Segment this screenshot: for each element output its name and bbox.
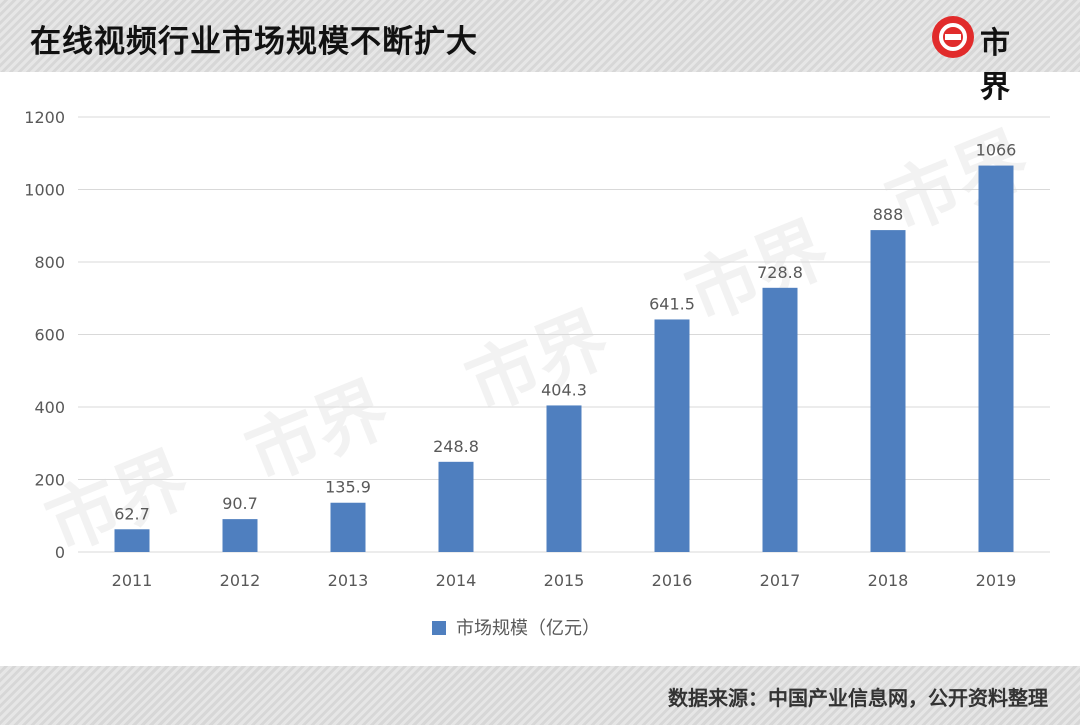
bar: [546, 405, 582, 552]
x-tick-label: 2019: [976, 571, 1017, 590]
y-tick-label: 600: [34, 326, 65, 345]
data-label: 404.3: [541, 380, 587, 399]
bar: [114, 529, 150, 552]
source-note: 数据来源：中国产业信息网，公开资料整理: [668, 686, 1048, 710]
logo-text: 市界: [980, 26, 1010, 105]
data-labels: 62.7 90.7 135.9 248.8 404.3 641.5 728.8 888 1066: [114, 141, 1016, 524]
x-tick-label: 2018: [868, 571, 909, 590]
y-tick-label: 0: [55, 543, 65, 562]
y-axis: 0 200 400 600 800 1000 1200: [24, 108, 65, 562]
legend-label: 市场规模（亿元）: [456, 618, 600, 639]
data-label: 90.7: [222, 494, 258, 513]
logo-icon: [932, 16, 974, 58]
bar: [222, 519, 258, 552]
data-label: 888: [873, 205, 904, 224]
watermark-text: 市界: [235, 366, 400, 498]
data-label: 62.7: [114, 504, 150, 523]
bar: [870, 230, 906, 552]
bar: [762, 287, 798, 552]
x-tick-label: 2017: [760, 571, 801, 590]
data-label: 248.8: [433, 437, 479, 456]
legend: 市场规模（亿元）: [432, 618, 600, 639]
bar: [978, 165, 1014, 552]
chart-area: 市界 市界 市界 市界 市界 0 200 400 600 800 1000 1200 62.7 90.…: [0, 72, 1080, 666]
bars: [114, 165, 1014, 552]
x-tick-label: 2015: [544, 571, 585, 590]
y-tick-label: 400: [34, 398, 65, 417]
y-tick-label: 200: [34, 471, 65, 490]
watermark-text: 市界: [875, 116, 1040, 248]
bar: [330, 502, 366, 552]
x-tick-label: 2013: [328, 571, 369, 590]
data-label: 728.8: [757, 263, 803, 282]
x-tick-label: 2011: [112, 571, 153, 590]
y-tick-label: 1000: [24, 181, 65, 200]
x-tick-label: 2012: [220, 571, 261, 590]
y-tick-label: 1200: [24, 108, 65, 127]
footer-bar: 数据来源：中国产业信息网，公开资料整理: [0, 666, 1080, 725]
x-tick-label: 2016: [652, 571, 693, 590]
bar: [654, 319, 690, 552]
data-label: 135.9: [325, 478, 371, 497]
x-axis: 2011 2012 2013 2014 2015 2016 2017 2018 2019: [112, 571, 1017, 590]
data-label: 1066: [976, 141, 1017, 160]
page-title: 在线视频行业市场规模不断扩大: [30, 24, 478, 60]
bar: [438, 461, 474, 552]
legend-swatch: [432, 621, 446, 635]
watermark-text: 市界: [455, 296, 620, 428]
data-label: 641.5: [649, 294, 695, 313]
y-tick-label: 800: [34, 253, 65, 272]
x-tick-label: 2014: [436, 571, 477, 590]
header-bar: 在线视频行业市场规模不断扩大 市界: [0, 0, 1080, 105]
